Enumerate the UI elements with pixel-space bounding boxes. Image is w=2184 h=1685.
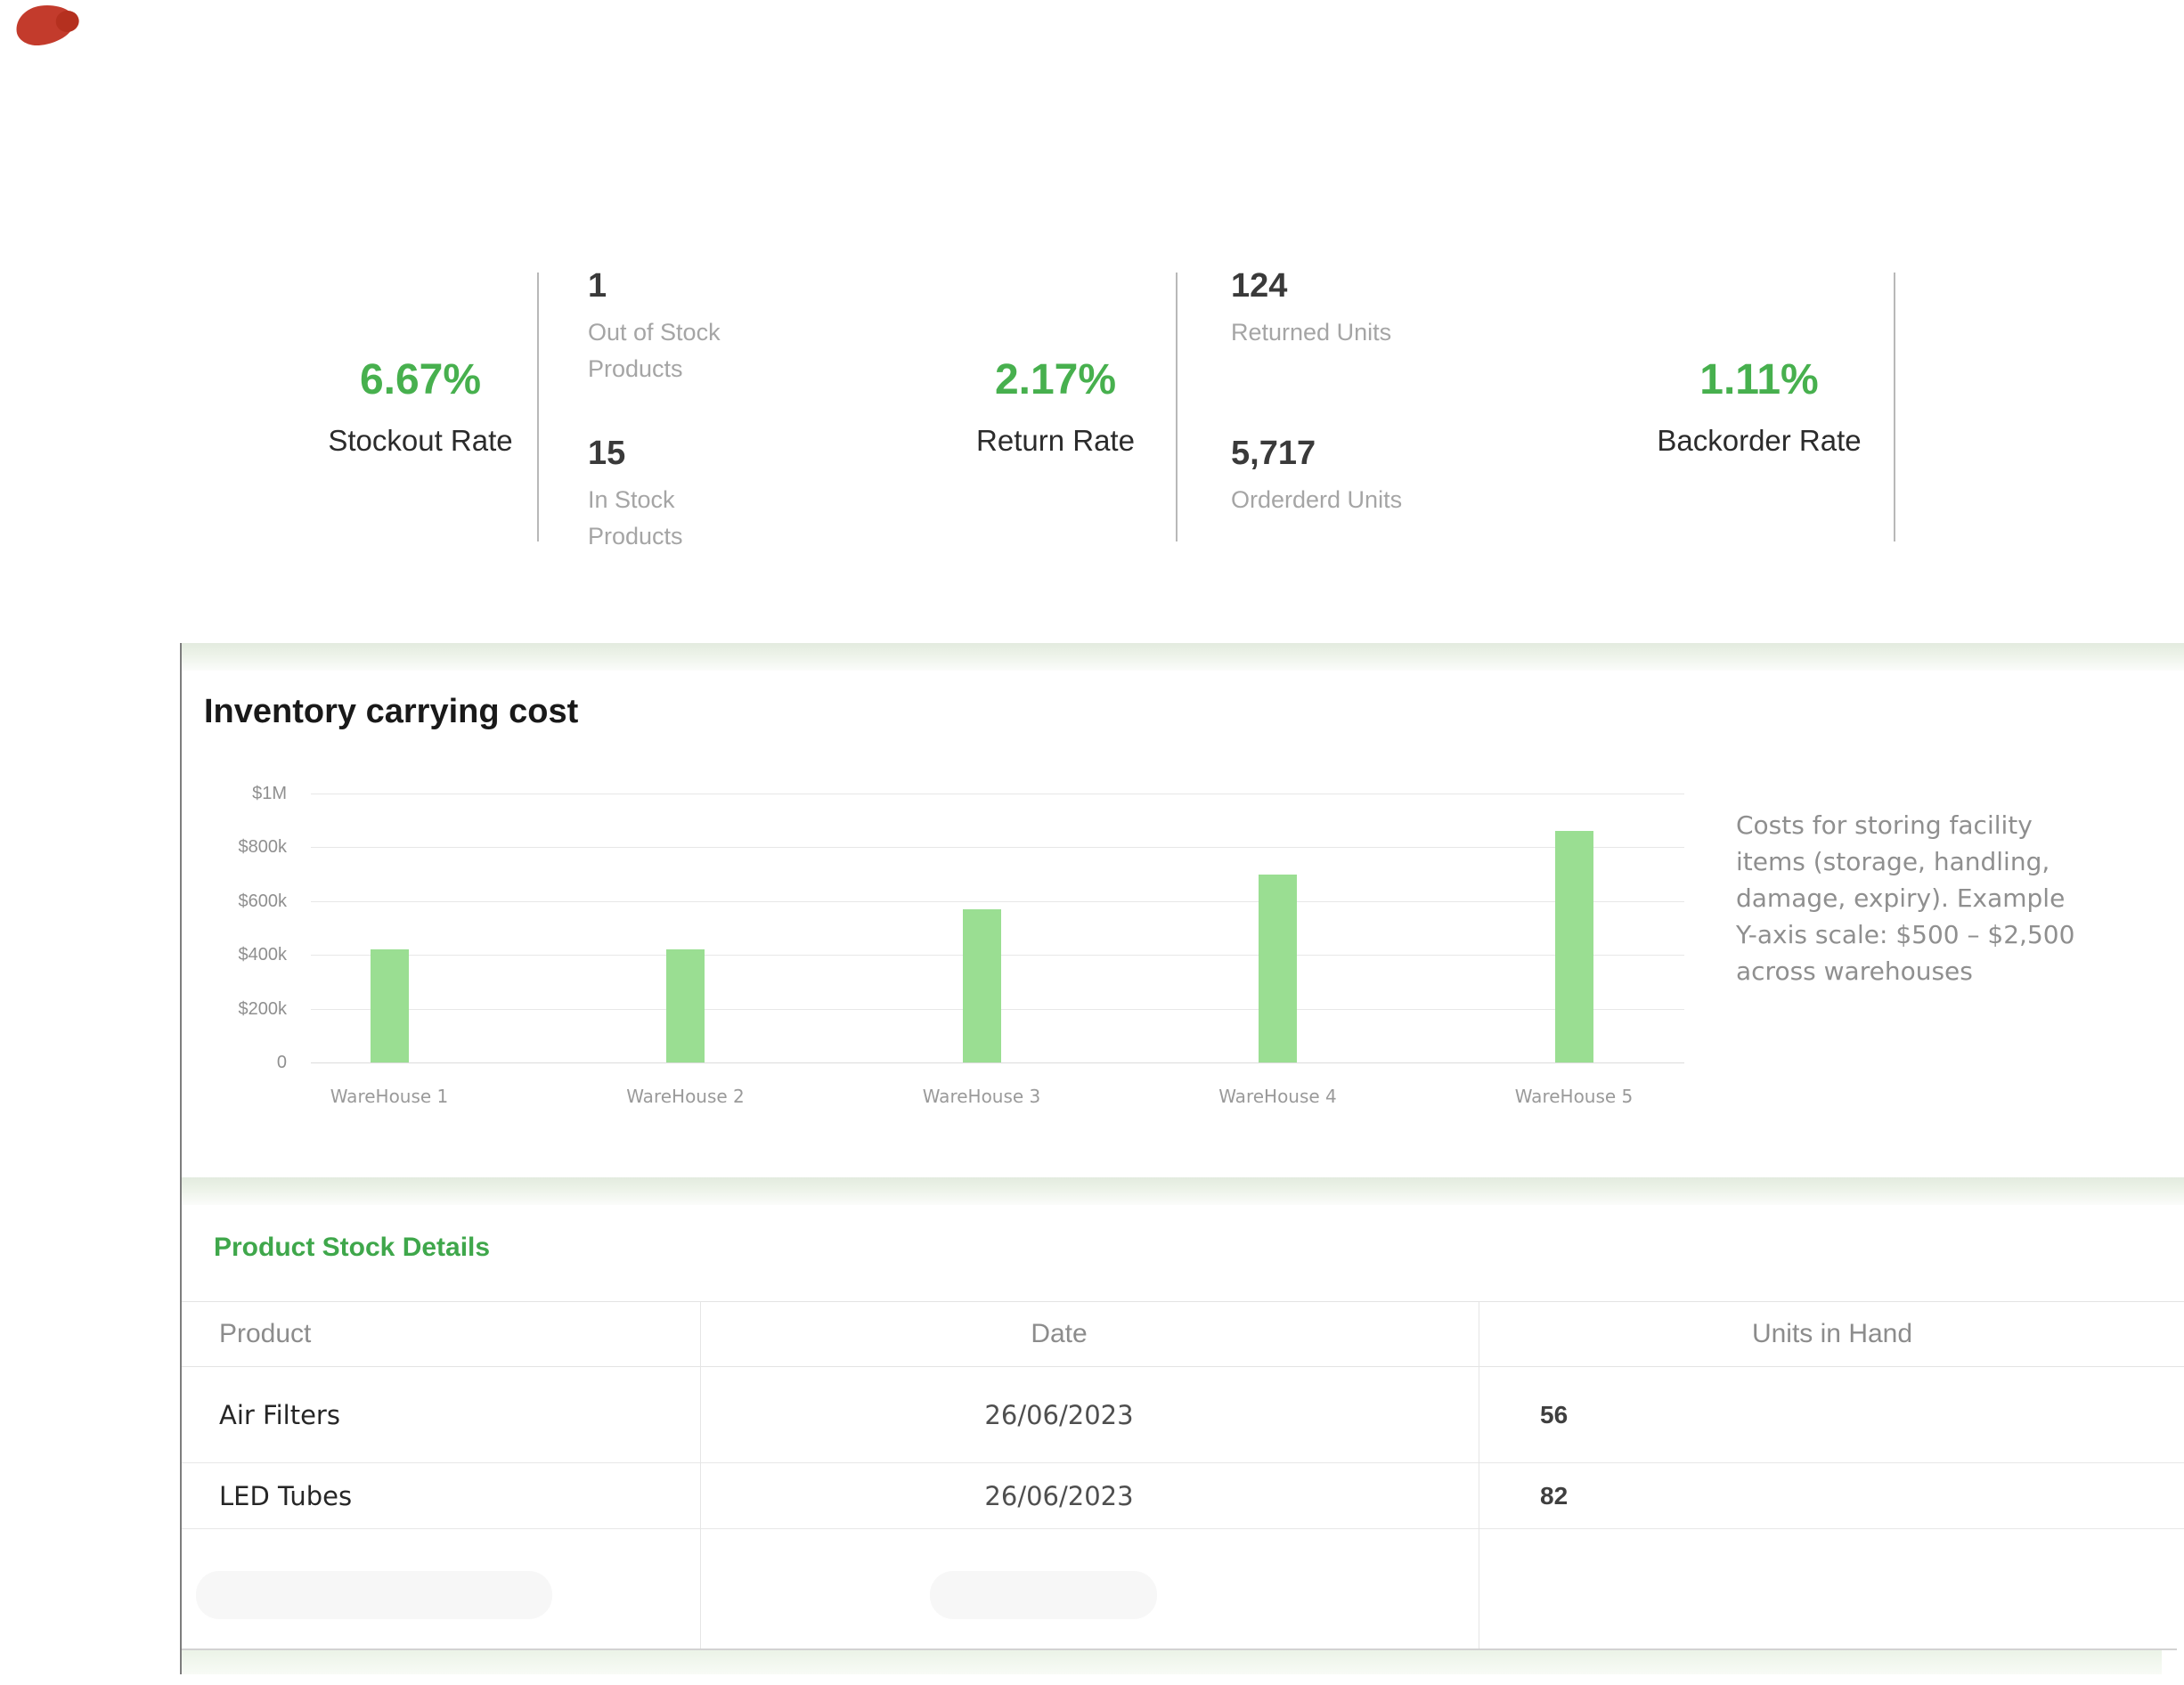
x-axis-label: WareHouse 1 [330, 1086, 449, 1107]
annotation-line: Y-axis scale: $500 – $2,500 [1736, 920, 2075, 949]
stockout-rate-value: 6.67% [359, 356, 482, 403]
column-divider-1 [700, 1301, 701, 1648]
table-section-title: Product Stock Details [214, 1233, 491, 1262]
red-paint-artifact [13, 2, 77, 48]
kpi-divider-1 [537, 273, 539, 541]
bar-warehouse-4[interactable] [1259, 875, 1297, 1062]
section-band-chart [182, 643, 2184, 671]
annotation-line: items (storage, handling, [1736, 847, 2050, 876]
product-cell: Air Filters [219, 1399, 340, 1430]
y-tick-label: 0 [276, 1053, 287, 1072]
gridline [311, 847, 1684, 849]
chart-title: Inventory carrying cost [204, 693, 579, 730]
backorder-rate-label: Backorder Rate [1657, 424, 1862, 457]
ordered-units-label: Orderderd Units [1231, 486, 1403, 513]
stockout-rate-label: Stockout Rate [328, 424, 513, 457]
annotation-line: across warehouses [1736, 956, 1973, 986]
date-cell: 26/06/2023 [984, 1399, 1134, 1430]
y-tick-label: $600k [238, 891, 288, 911]
kpi-divider-3 [1894, 273, 1895, 541]
kpi-divider-2 [1176, 273, 1178, 541]
out-of-stock-count: 1 [588, 267, 607, 305]
table-row: LED Tubes 26/06/2023 82 [182, 1463, 2184, 1529]
in-stock-count: 15 [588, 435, 626, 472]
units-cell: 56 [1540, 1400, 1569, 1429]
x-axis-label: WareHouse 5 [1514, 1086, 1634, 1107]
inventory-carrying-cost-chart: 0 $200k $400k $600k $800k $1M WareHouse 1 WareH… [182, 643, 2184, 1674]
chart-annotation: Costs for storing facility items (storag… [1736, 807, 2184, 989]
x-axis-label: WareHouse 4 [1218, 1086, 1337, 1107]
in-stock-label-line1: In Stock [588, 486, 675, 513]
table-row: Air Filters 26/06/2023 56 [182, 1367, 2184, 1463]
x-axis-label: WareHouse 2 [626, 1086, 745, 1107]
product-cell: LED Tubes [219, 1480, 353, 1511]
return-rate-value: 2.17% [994, 356, 1117, 403]
units-cell: 82 [1540, 1481, 1569, 1510]
x-axis-label: WareHouse 3 [922, 1086, 1041, 1107]
gridline [311, 1062, 1684, 1063]
out-of-stock-label-line2: Products [588, 355, 683, 382]
bar-warehouse-3[interactable] [962, 909, 1001, 1062]
annotation-line: damage, expiry). Example [1736, 883, 2066, 913]
column-header-product: Product [219, 1319, 312, 1348]
column-header-date: Date [1031, 1319, 1088, 1348]
return-rate-label: Return Rate [976, 424, 1135, 457]
returned-units-value: 124 [1231, 267, 1288, 305]
gridline [311, 900, 1684, 902]
bar-warehouse-2[interactable] [666, 949, 705, 1062]
y-tick-label: $200k [238, 998, 288, 1019]
in-stock-label-line2: Products [588, 523, 683, 549]
returned-units-label: Returned Units [1231, 319, 1392, 346]
table-header-row: Product Date Units in Hand [182, 1301, 2184, 1367]
column-header-units: Units in Hand [1751, 1319, 1913, 1348]
ordered-units-value: 5,717 [1231, 435, 1316, 472]
bar-warehouse-1[interactable] [370, 949, 409, 1062]
content-panel: Inventory carrying cost 0 $200k $400k $600k… [180, 643, 2184, 1674]
section-band-table [182, 1177, 2184, 1205]
date-cell: 26/06/2023 [984, 1480, 1134, 1511]
backorder-rate-value: 1.11% [1699, 356, 1819, 403]
annotation-line: Costs for storing facility [1736, 810, 2033, 840]
y-tick-label: $800k [238, 837, 288, 858]
section-band-bottom [182, 1650, 2162, 1674]
y-tick-label: $400k [238, 945, 288, 965]
out-of-stock-label-line1: Out of Stock [588, 319, 721, 346]
bar-warehouse-5[interactable] [1554, 831, 1593, 1062]
table-bottom-border [182, 1648, 2177, 1650]
y-tick-label: $1M [252, 784, 287, 803]
placeholder-skeleton [196, 1571, 552, 1619]
placeholder-skeleton [930, 1571, 1157, 1619]
